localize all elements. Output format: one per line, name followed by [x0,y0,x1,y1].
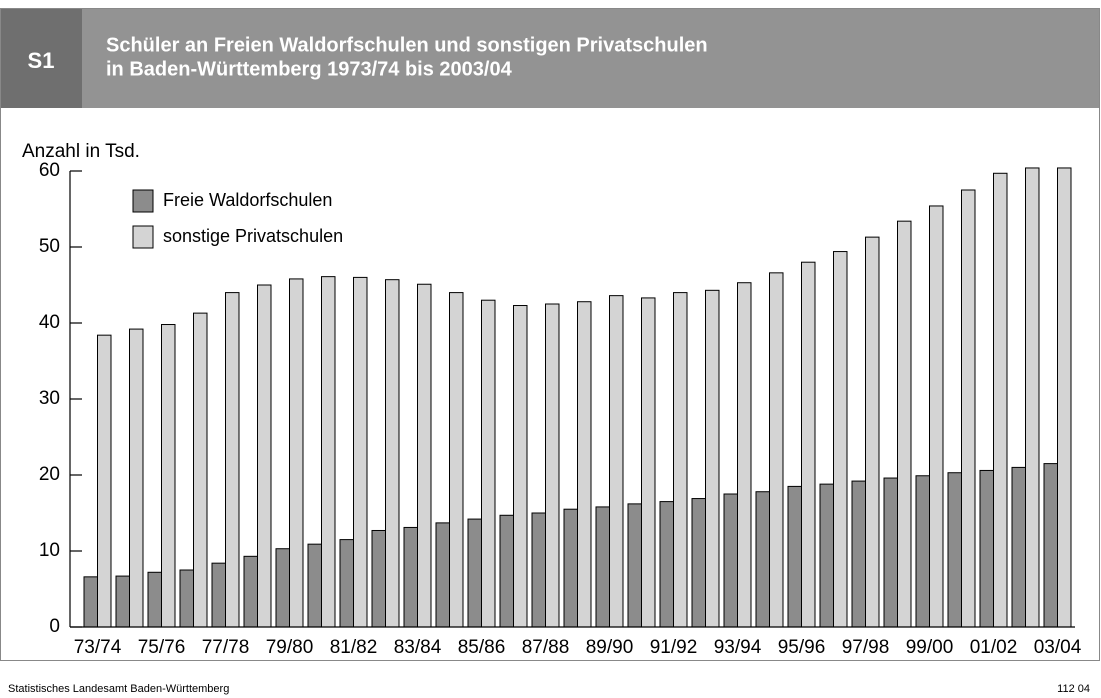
bar [1011,466,1026,628]
bar [577,301,592,628]
bar [723,493,738,628]
bar [595,506,610,628]
bar [801,261,816,628]
bar [147,571,162,628]
bar [193,312,208,628]
bar [257,284,272,628]
x-tick-label: 77/78 [202,637,250,658]
bar [609,295,624,628]
bar [435,522,450,628]
bar [755,491,770,628]
y-tick-label: 0 [49,616,60,637]
bar [737,282,752,628]
bar [481,299,496,628]
header-bar [1,9,1099,108]
bar [353,276,368,628]
bar [659,501,674,628]
bar [243,555,258,628]
x-tick-label: 83/84 [394,637,442,658]
source: Statistisches Landesamt Baden-Württember… [8,683,229,695]
code: 112 04 [1057,683,1090,695]
y-tick-label: 40 [39,312,60,333]
bar [915,475,930,628]
bar [979,469,994,628]
bar [691,498,706,628]
bar [513,305,528,628]
title-line: Schüler an Freien Waldorfschulen und son… [106,34,708,56]
bar [769,272,784,628]
bar [883,477,898,628]
bar [641,297,656,628]
bar [115,575,130,628]
bar [531,512,546,628]
x-tick-label: 01/02 [970,637,1018,658]
x-tick-label: 73/74 [74,637,122,658]
bar [705,289,720,628]
bar [371,529,386,628]
bar [225,292,240,628]
x-tick-label: 97/98 [842,637,890,658]
bar [897,220,912,628]
y-tick-label: 30 [39,388,60,409]
bar [563,508,578,628]
x-tick-label: 93/94 [714,637,762,658]
bar [321,276,336,628]
x-tick-label: 91/92 [650,637,698,658]
bar [275,548,290,628]
bar [787,485,802,628]
y-tick-label: 10 [39,540,60,561]
legend-label: Freie Waldorfschulen [163,190,332,210]
bar [467,518,482,628]
bar [851,480,866,628]
bar [865,236,880,628]
y-axis-label: Anzahl in Tsd. [22,141,140,162]
badge: S1 [28,48,55,73]
bar [449,292,464,628]
x-tick-label: 85/86 [458,637,506,658]
x-tick-label: 79/80 [266,637,314,658]
bar [385,279,400,628]
bar [403,526,418,628]
bar [1043,463,1058,628]
x-tick-label: 99/00 [906,637,954,658]
x-tick-label: 87/88 [522,637,570,658]
legend-swatch [132,189,154,213]
title-line: in Baden-Württemberg 1973/74 bis 2003/04 [106,58,513,80]
bar [83,576,98,628]
bar [627,503,642,628]
x-tick-label: 03/04 [1034,637,1082,658]
bar [179,569,194,628]
bar [339,539,354,628]
y-tick-label: 20 [39,464,60,485]
bar [545,303,560,628]
bar [129,328,144,628]
bar [499,514,514,628]
y-tick-label: 60 [39,160,60,181]
x-tick-label: 81/82 [330,637,378,658]
x-tick-label: 89/90 [586,637,634,658]
bar [1025,167,1040,628]
bar [211,562,226,628]
x-tick-label: 95/96 [778,637,826,658]
bar [673,292,688,628]
legend-label: sonstige Privatschulen [163,226,343,246]
bar [833,251,848,628]
bar [289,278,304,628]
bar [993,172,1008,628]
bar [1057,167,1072,628]
bar [417,283,432,628]
bar [161,324,176,628]
x-tick-label: 75/76 [138,637,186,658]
bar [961,189,976,628]
bar [929,205,944,628]
bar [947,472,962,628]
bar [307,543,322,628]
legend-swatch [132,225,154,249]
badge-box [1,9,82,108]
y-tick-label: 50 [39,236,60,257]
bar [97,334,112,628]
bar [819,483,834,628]
